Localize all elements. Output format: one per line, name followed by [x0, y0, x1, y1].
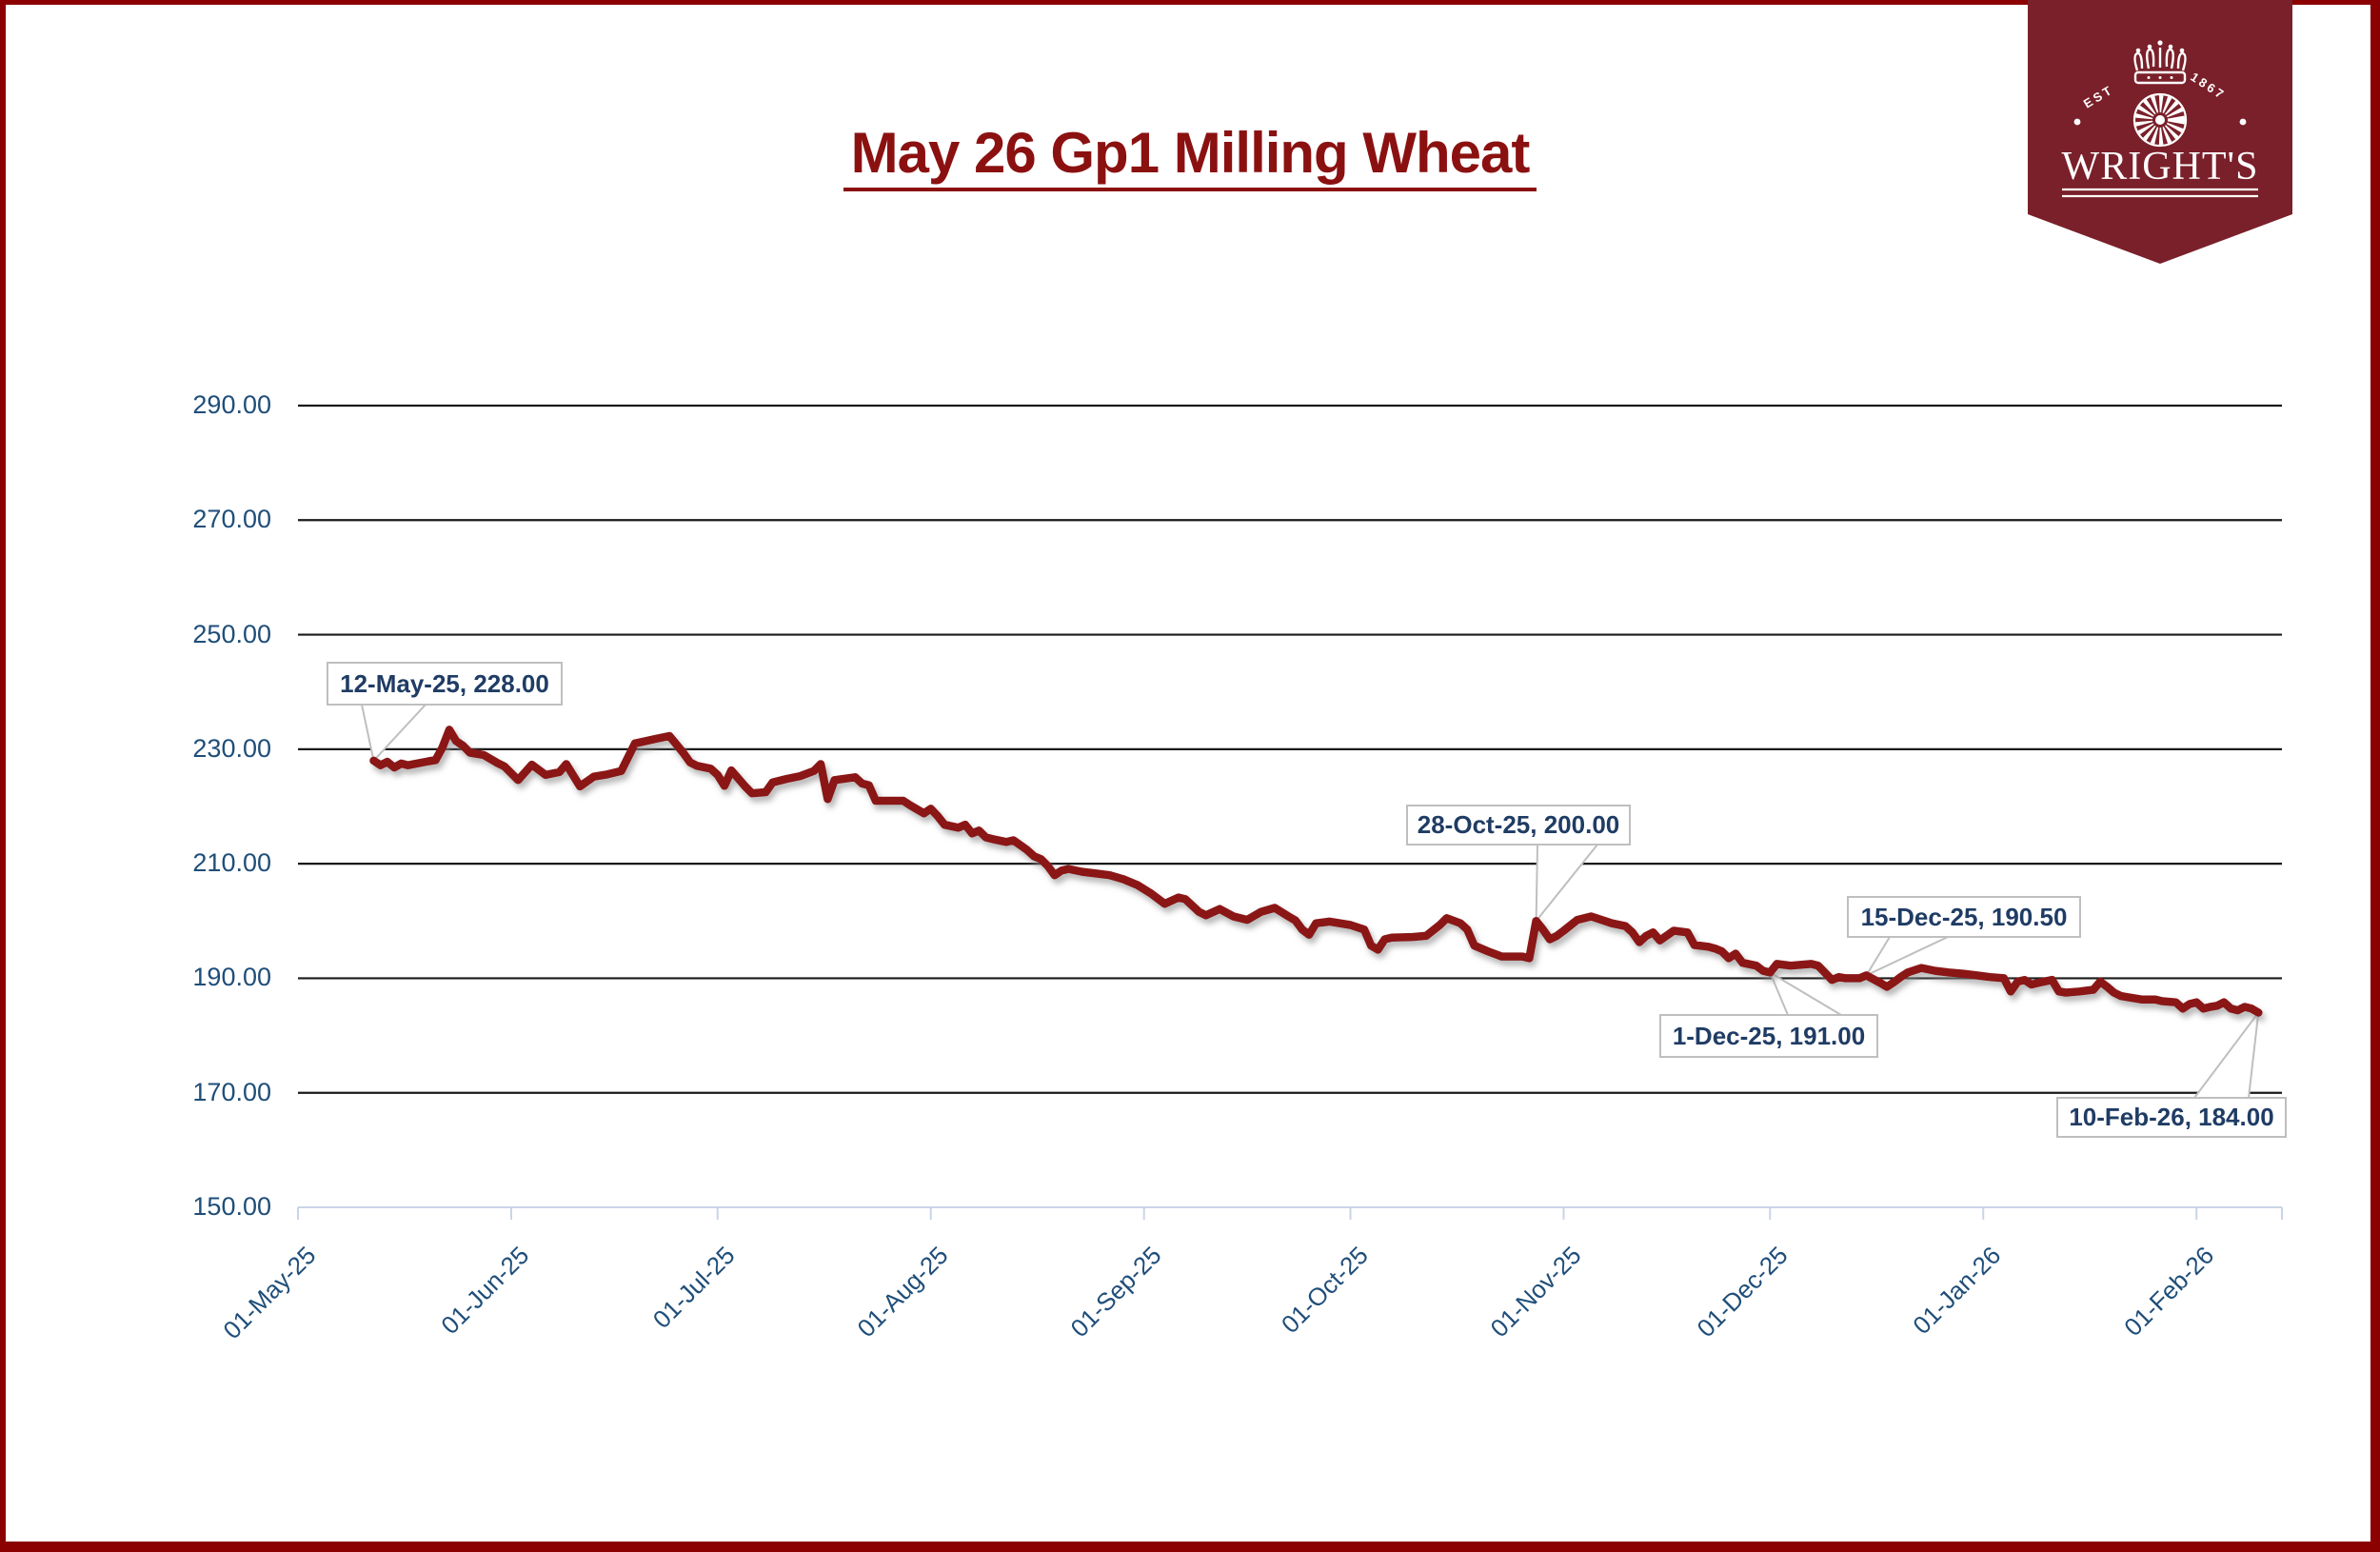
y-axis-label: 250.00 — [192, 619, 271, 648]
data-label-callout: 15-Dec-25, 190.50 — [1847, 896, 2081, 938]
wrights-logo: EST 1867 WRIGHT'S — [2028, 0, 2292, 264]
title-container: May 26 Gp1 Milling Wheat — [762, 124, 1618, 191]
data-label-callout: 28-Oct-25, 200.00 — [1406, 805, 1631, 846]
chart-title: May 26 Gp1 Milling Wheat — [843, 124, 1537, 191]
x-axis-layer — [297, 1206, 2283, 1220]
crown-icon — [2133, 40, 2187, 85]
data-label-callout: 10-Feb-26, 184.00 — [2056, 1097, 2287, 1138]
data-label-callout: 12-May-25, 228.00 — [327, 662, 563, 706]
callout-leader — [1535, 844, 1600, 925]
data-label-callout: 1-Dec-25, 191.00 — [1659, 1014, 1878, 1058]
y-axis-label: 210.00 — [192, 848, 271, 878]
y-axis-label: 290.00 — [192, 389, 271, 419]
y-axis-label: 170.00 — [192, 1077, 271, 1106]
millstone-wheel-icon — [2132, 92, 2188, 148]
price-line-series — [369, 726, 2263, 1017]
logo-wordmark: WRIGHT'S — [2062, 145, 2259, 189]
logo-left-dot — [2073, 118, 2081, 126]
y-axis-label: 270.00 — [192, 505, 271, 534]
callout-leader — [2192, 1008, 2260, 1099]
logo-right-dot — [2239, 118, 2247, 126]
y-axis-label: 190.00 — [192, 963, 271, 992]
callout-leader — [360, 704, 428, 763]
gridlines-layer — [298, 404, 2282, 1094]
y-axis-label: 150.00 — [192, 1192, 271, 1221]
y-axis-label: 230.00 — [192, 733, 271, 763]
price-series-layer — [369, 726, 2263, 1017]
